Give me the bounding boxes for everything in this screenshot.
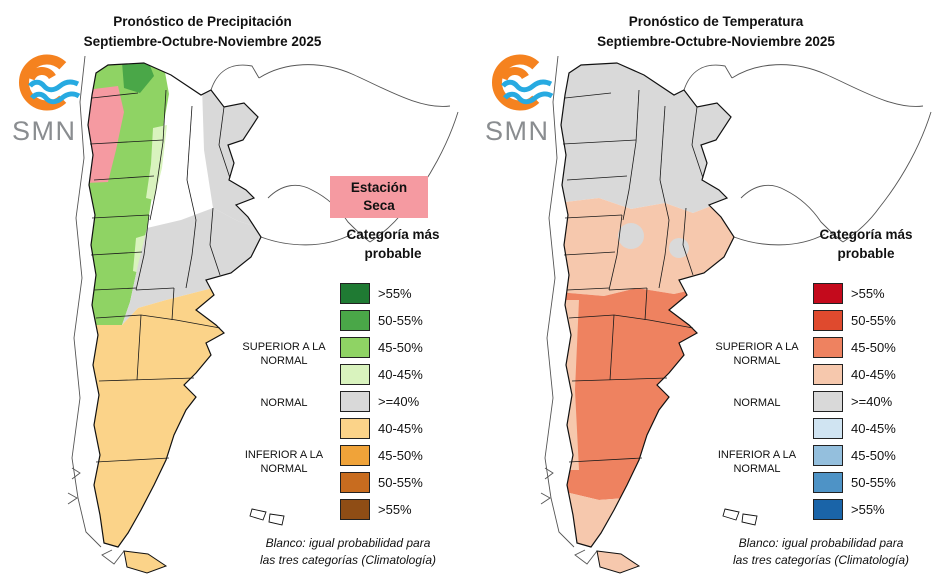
legend-row: 45-50% bbox=[813, 445, 896, 466]
legend-row: >55% bbox=[813, 499, 896, 520]
group-label-normal: NORMAL bbox=[260, 397, 308, 409]
smn-logo-text: SMN bbox=[12, 116, 77, 146]
temperature-forecast-regions bbox=[561, 63, 734, 547]
legend-swatch bbox=[340, 445, 370, 466]
footnote: Blanco: igual probabilidad para las tres… bbox=[259, 536, 437, 567]
legend-row: >=40% bbox=[813, 391, 896, 412]
group-label-superior: SUPERIOR A LA NORMAL bbox=[715, 341, 799, 368]
legend: >55% 50-55% 45-50% 40-45% >=40% 40-45% 4… bbox=[813, 283, 896, 526]
legend-row: 50-55% bbox=[340, 472, 423, 493]
precipitation-panel: Pronóstico de Precipitación Septiembre-O… bbox=[0, 0, 472, 585]
legend-swatch bbox=[813, 445, 843, 466]
legend-swatch bbox=[340, 364, 370, 385]
smn-logo-icon bbox=[492, 54, 554, 111]
legend-row: >55% bbox=[340, 283, 423, 304]
group-label-inferior: INFERIOR A LA NORMAL bbox=[717, 449, 797, 476]
legend-swatch bbox=[813, 472, 843, 493]
legend-swatch bbox=[813, 499, 843, 520]
legend-swatch bbox=[340, 337, 370, 358]
smn-logo: SMN bbox=[12, 52, 98, 147]
legend-row: 50-55% bbox=[813, 310, 896, 331]
legend-swatch bbox=[340, 283, 370, 304]
legend: >55% 50-55% 45-50% 40-45% >=40% 40-45% 4… bbox=[340, 283, 423, 526]
legend-row: 40-45% bbox=[813, 418, 896, 439]
malvinas-islands bbox=[722, 508, 758, 526]
smn-logo-text: SMN bbox=[485, 116, 550, 146]
legend-row: 45-50% bbox=[340, 337, 423, 358]
legend-swatch bbox=[813, 418, 843, 439]
legend-row: >55% bbox=[813, 283, 896, 304]
temperature-panel: Pronóstico de Temperatura Septiembre-Oct… bbox=[473, 0, 945, 585]
precipitation-title: Pronóstico de Precipitación Septiembre-O… bbox=[0, 12, 405, 51]
legend-row: 50-55% bbox=[813, 472, 896, 493]
legend-swatch bbox=[340, 391, 370, 412]
group-label-inferior: INFERIOR A LA NORMAL bbox=[244, 449, 324, 476]
estacion-seca-label: Estación Seca bbox=[330, 176, 428, 218]
temperature-title: Pronóstico de Temperatura Septiembre-Oct… bbox=[501, 12, 931, 51]
title-line1: Pronóstico de Precipitación bbox=[113, 14, 292, 29]
legend-row: >=40% bbox=[340, 391, 423, 412]
legend-swatch bbox=[813, 364, 843, 385]
title-line2: Septiembre-Octubre-Noviembre 2025 bbox=[597, 33, 835, 49]
legend-swatch bbox=[340, 310, 370, 331]
legend-row: 40-45% bbox=[340, 418, 423, 439]
group-label-superior: SUPERIOR A LA NORMAL bbox=[242, 341, 326, 368]
legend-row: 45-50% bbox=[813, 337, 896, 358]
legend-swatch bbox=[813, 283, 843, 304]
legend-row: 40-45% bbox=[340, 364, 423, 385]
legend-swatch bbox=[813, 337, 843, 358]
smn-logo: SMN bbox=[485, 52, 571, 147]
temperature-map bbox=[540, 55, 932, 574]
footnote: Blanco: igual probabilidad para las tres… bbox=[732, 536, 910, 567]
precipitation-map bbox=[67, 55, 459, 574]
legend-row: 45-50% bbox=[340, 445, 423, 466]
malvinas-islands bbox=[249, 508, 285, 526]
legend-swatch bbox=[813, 391, 843, 412]
legend-title: Categoría más probable bbox=[346, 227, 440, 261]
title-line1: Pronóstico de Temperatura bbox=[628, 14, 804, 29]
legend-swatch bbox=[340, 499, 370, 520]
legend-swatch bbox=[340, 418, 370, 439]
legend-swatch bbox=[340, 472, 370, 493]
legend-swatch bbox=[813, 310, 843, 331]
legend-row: 40-45% bbox=[813, 364, 896, 385]
legend-row: >55% bbox=[340, 499, 423, 520]
legend-title: Categoría más probable bbox=[819, 227, 913, 261]
smn-logo-icon bbox=[19, 54, 81, 111]
title-line2: Septiembre-Octubre-Noviembre 2025 bbox=[83, 33, 322, 49]
legend-row: 50-55% bbox=[340, 310, 423, 331]
group-label-normal: NORMAL bbox=[733, 397, 781, 409]
